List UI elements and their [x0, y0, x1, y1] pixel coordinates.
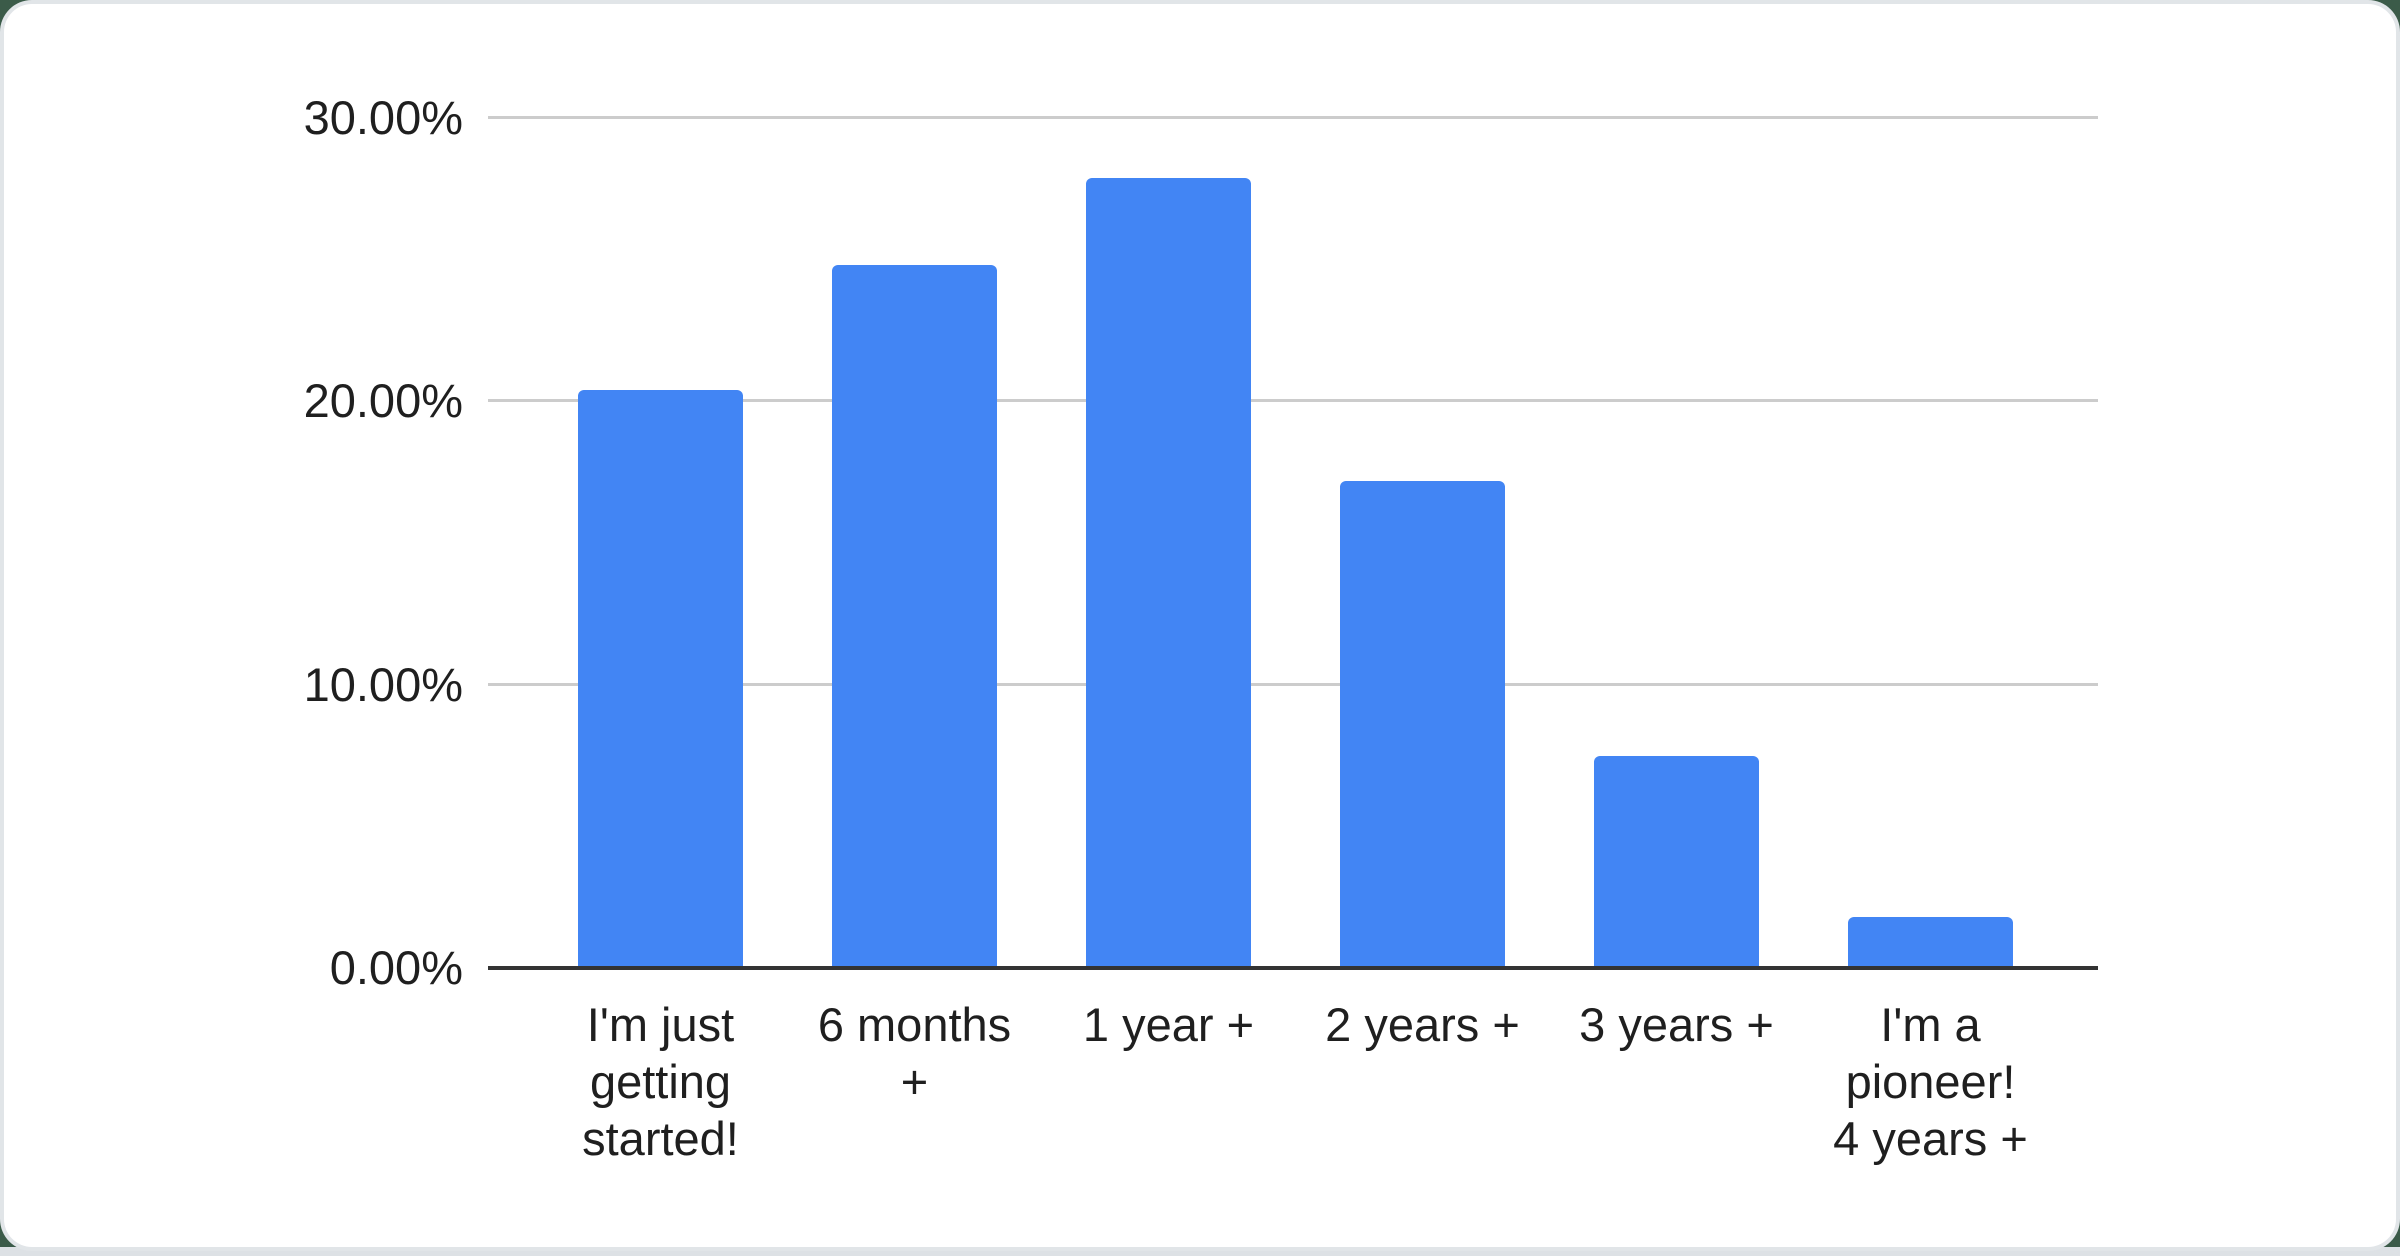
x-axis-label-line: I'm a	[1880, 998, 1981, 1051]
x-axis-label: 2 years +	[1213, 996, 1633, 1053]
gridline-20pct	[488, 399, 2098, 403]
x-axis-label-line: getting	[589, 1055, 732, 1108]
x-axis-label: 1 year +	[959, 996, 1379, 1053]
x-axis-label-line: 3 years +	[1579, 998, 1774, 1051]
y-tick-label: 30.00%	[303, 91, 463, 144]
x-axis-label: 6 months +	[705, 996, 1125, 1110]
x-axis-baseline	[488, 966, 2098, 970]
bar-category-2	[1086, 177, 1251, 968]
x-axis-label-line: 1 year +	[1082, 998, 1255, 1051]
bar-category-3	[1340, 480, 1505, 968]
x-axis-label-line: 2 years +	[1325, 998, 1520, 1051]
gridline-10pct	[488, 682, 2098, 686]
y-tick-label: 10.00%	[303, 657, 463, 711]
gridline-30pct	[488, 116, 2098, 119]
x-axis-label-line: I'm just	[586, 998, 735, 1051]
bar-category-1	[832, 265, 997, 968]
x-axis-label-line: started!	[582, 1112, 739, 1165]
bar-category-5	[1848, 917, 2013, 968]
bar-category-0	[578, 390, 743, 968]
x-axis-label-line: 6 months	[817, 998, 1012, 1051]
x-axis-label: I'm just getting started!	[451, 996, 871, 1167]
card-bottom-shadow	[0, 1247, 2400, 1256]
x-axis-label-line: pioneer!	[1845, 1055, 2016, 1108]
x-axis-label-line: 4 years +	[1833, 1112, 2028, 1165]
x-axis-label-line: +	[900, 1055, 929, 1108]
bar-category-4	[1594, 755, 1759, 968]
y-tick-label: 20.00%	[303, 374, 463, 428]
x-axis-label: I'm a pioneer! 4 years +	[1721, 996, 2141, 1167]
y-tick-label: 0.00%	[329, 941, 463, 994]
x-axis-label: 3 years +	[1467, 996, 1887, 1053]
